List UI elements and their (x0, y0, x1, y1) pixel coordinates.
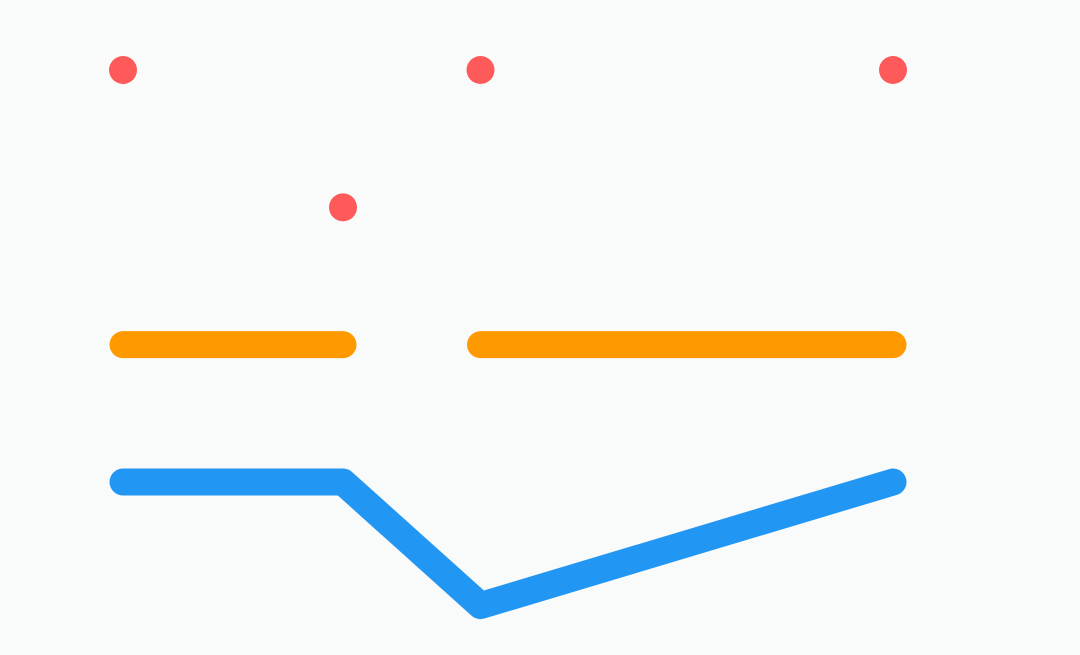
series-line-2 (109, 468, 907, 620)
scatter-point-1 (466, 56, 495, 84)
scatter-point-3 (329, 193, 357, 222)
scatter-point-2 (879, 56, 907, 84)
scatter-point-0 (109, 56, 137, 84)
